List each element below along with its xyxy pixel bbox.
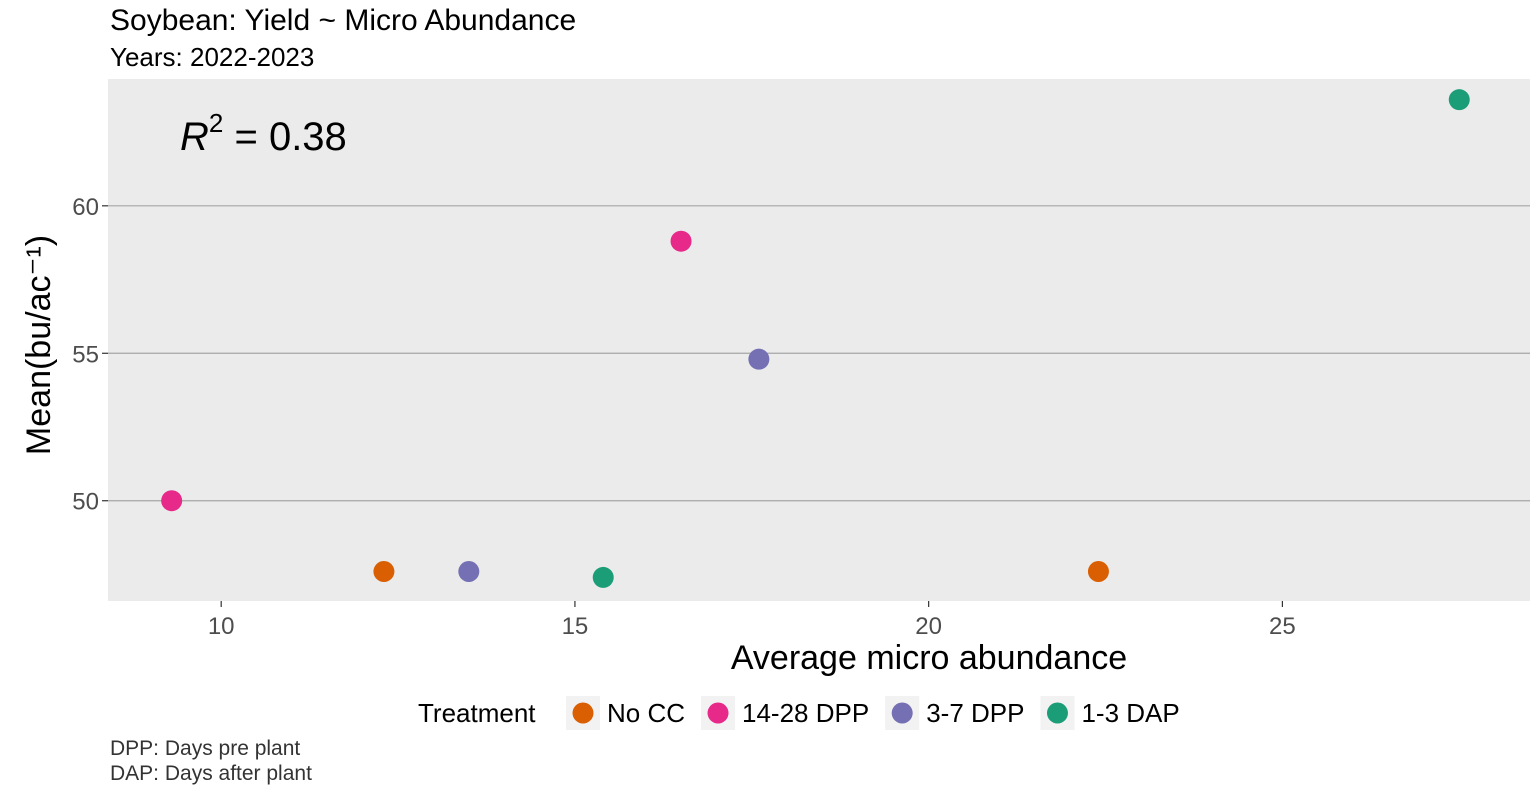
x-tick-label-25: 25 [1269,613,1296,640]
y-tick-label-50: 50 [72,489,99,516]
legend-label-2: 3-7 DPP [926,698,1024,728]
point-0-1 [1087,561,1109,583]
plot-panel [108,79,1530,601]
point-1-1 [670,230,692,252]
y-axis-title: Mean(bu/ac⁻¹) [20,235,58,455]
legend-label-1: 14-28 DPP [742,698,869,728]
chart-title: Soybean: Yield ~ Micro Abundance [110,4,577,37]
point-2-1 [748,348,770,370]
legend-marker-0 [572,702,594,724]
point-1-0 [161,490,183,512]
x-tick-label-15: 15 [562,613,589,640]
x-tick-label-10: 10 [208,613,235,640]
legend-marker-1 [707,702,729,724]
x-tick-label-20: 20 [915,613,942,640]
legend-marker-3 [1046,702,1068,724]
caption-dap: DAP: Days after plant [110,762,312,785]
r2-annotation: R2 = 0.38 [180,108,347,159]
chart-subtitle: Years: 2022-2023 [110,42,315,72]
y-tick-label-60: 60 [72,194,99,221]
y-tick-label-55: 55 [72,341,99,368]
x-axis-title: Average micro abundance [731,639,1127,677]
point-3-0 [592,566,614,588]
point-3-1 [1448,89,1470,111]
legend-label-3: 1-3 DAP [1081,698,1179,728]
legend-label-0: No CC [607,698,685,728]
point-2-0 [458,561,480,583]
caption-dpp: DPP: Days pre plant [110,737,301,760]
legend-title: Treatment [418,698,536,728]
point-0-0 [373,561,395,583]
legend-marker-2 [891,702,913,724]
